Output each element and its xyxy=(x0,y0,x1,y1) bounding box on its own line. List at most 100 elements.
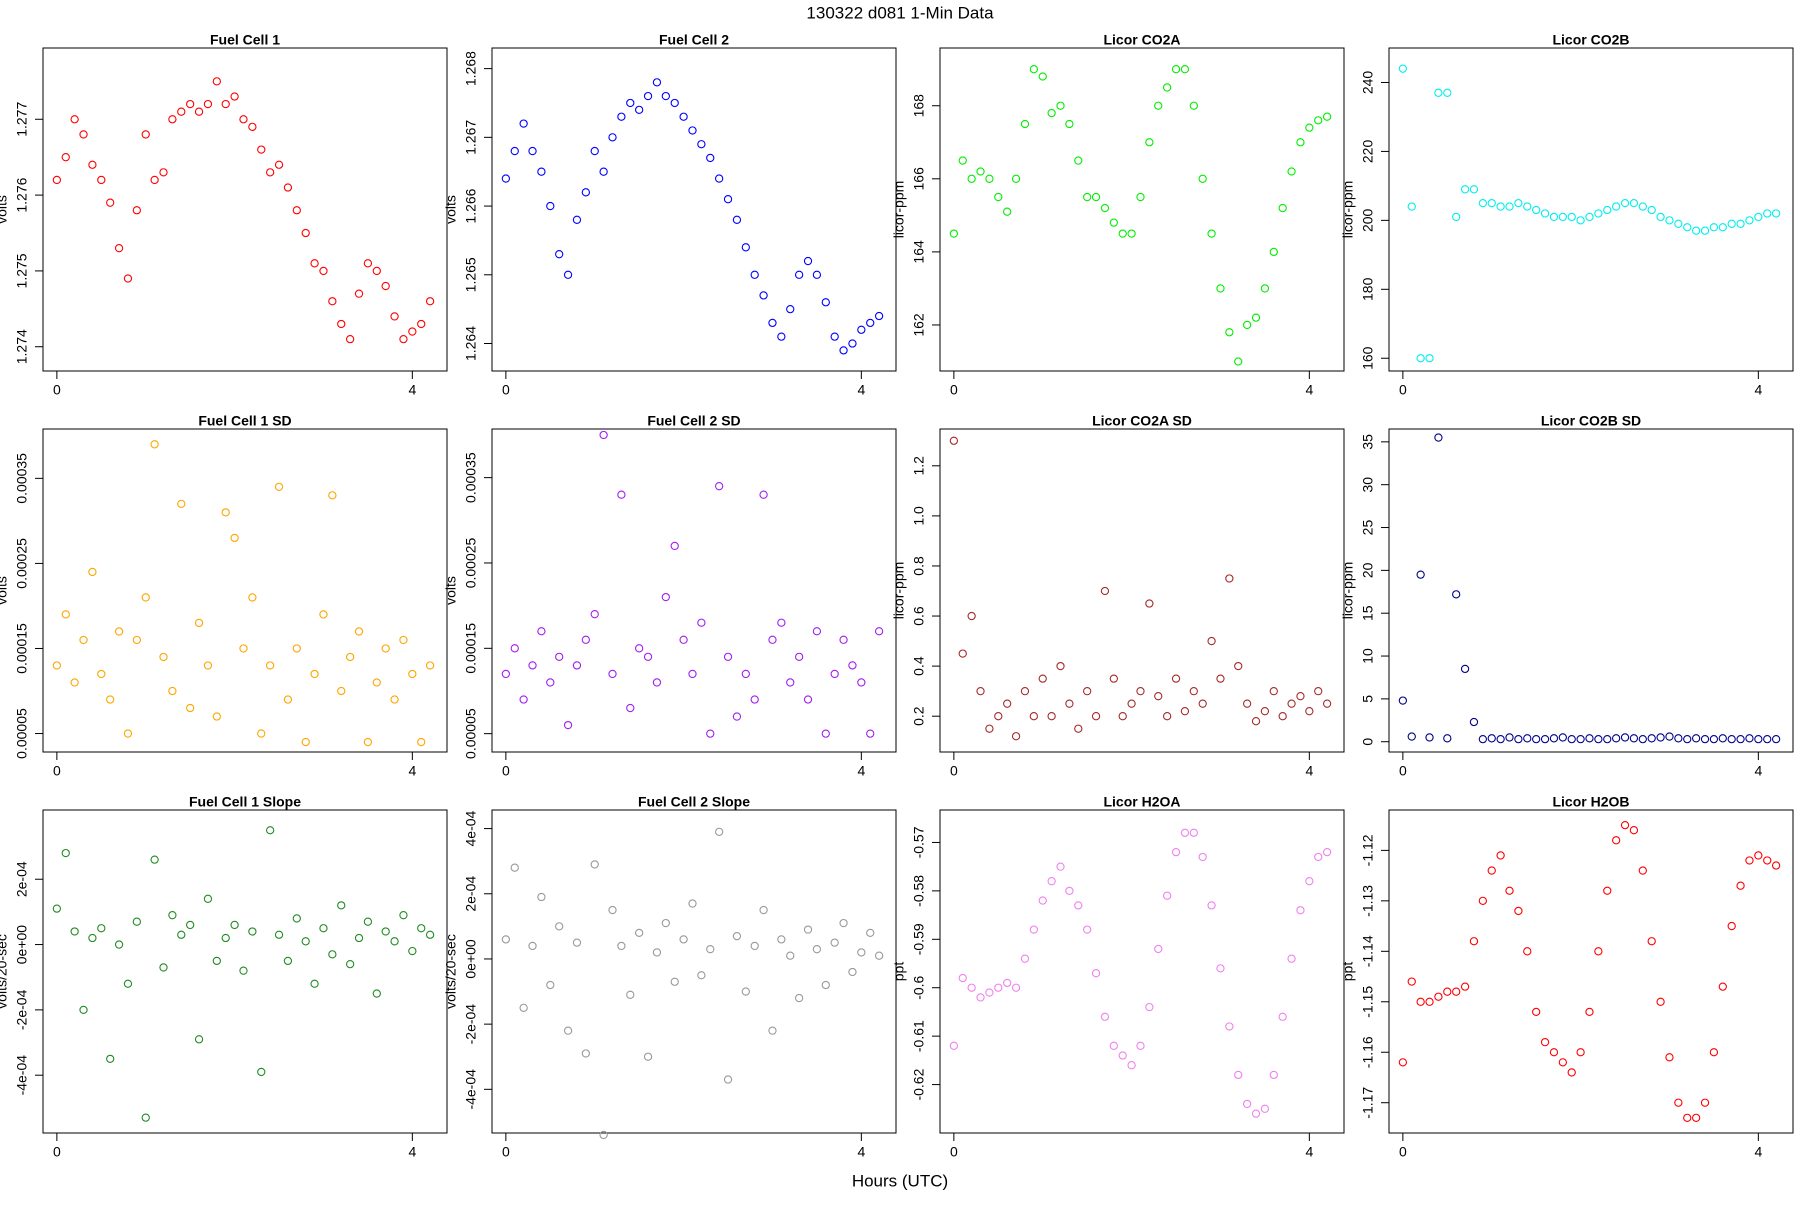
point xyxy=(679,112,688,121)
y-tick-label: 0.00035 xyxy=(14,453,30,504)
point xyxy=(1754,212,1763,222)
point xyxy=(221,933,230,943)
y-tick-label: -0.59 xyxy=(911,923,927,955)
point xyxy=(1709,223,1719,232)
point xyxy=(1314,852,1323,862)
y-tick-label: 10 xyxy=(1360,648,1376,664)
point xyxy=(1540,1038,1550,1047)
point xyxy=(1416,354,1425,363)
point xyxy=(985,724,994,733)
point xyxy=(768,1026,777,1035)
point xyxy=(283,956,293,966)
point xyxy=(715,482,724,491)
x-tick-label: 4 xyxy=(1754,382,1762,398)
point xyxy=(1558,733,1567,742)
y-tick-label: 0.6 xyxy=(911,606,927,626)
point xyxy=(310,259,319,268)
point xyxy=(381,644,390,653)
point xyxy=(777,332,786,341)
point xyxy=(643,1052,653,1061)
point xyxy=(848,967,857,977)
point xyxy=(1505,733,1514,742)
point xyxy=(212,956,221,966)
y-tick-label: -4e-04 xyxy=(14,1055,30,1096)
point xyxy=(1038,674,1047,683)
point xyxy=(1665,732,1674,741)
point xyxy=(70,115,79,124)
point xyxy=(1074,156,1083,165)
point xyxy=(1585,212,1594,222)
point xyxy=(976,687,985,696)
point xyxy=(528,661,537,670)
point xyxy=(1674,734,1683,743)
point xyxy=(1322,699,1332,708)
y-tick-label: 0.00025 xyxy=(14,538,30,589)
point xyxy=(88,933,97,943)
point xyxy=(1011,983,1021,992)
point xyxy=(61,848,70,858)
point xyxy=(874,627,884,636)
y-tick-label: -1.17 xyxy=(1360,1087,1376,1119)
point xyxy=(1269,247,1278,257)
y-tick-label: 0.00035 xyxy=(463,452,479,503)
point xyxy=(1478,734,1487,744)
point xyxy=(1003,699,1012,708)
point xyxy=(248,122,257,132)
point xyxy=(1251,1109,1261,1118)
point xyxy=(248,593,257,602)
point xyxy=(1145,599,1154,608)
point xyxy=(723,652,733,661)
point xyxy=(1065,119,1074,129)
point xyxy=(274,160,284,169)
point xyxy=(537,892,546,902)
y-axis-label: ppt xyxy=(1340,962,1356,982)
point xyxy=(1029,65,1038,74)
x-tick-label: 4 xyxy=(408,763,416,779)
point xyxy=(1109,674,1118,683)
point xyxy=(1029,925,1038,934)
point xyxy=(1251,717,1261,726)
point xyxy=(1100,203,1110,213)
point xyxy=(1180,707,1190,716)
point xyxy=(812,627,822,636)
point xyxy=(510,644,519,653)
point xyxy=(768,635,777,644)
point xyxy=(106,198,115,207)
point xyxy=(168,911,177,920)
y-tick-label: -2e-04 xyxy=(463,1004,479,1045)
y-tick-label: 0.4 xyxy=(911,656,927,676)
y-tick-label: -0.6 xyxy=(911,975,927,999)
point xyxy=(150,440,159,449)
point xyxy=(1576,734,1585,744)
point xyxy=(1198,852,1207,862)
point xyxy=(372,266,381,276)
point xyxy=(967,611,976,621)
point xyxy=(1234,357,1243,366)
point xyxy=(1305,123,1314,132)
point xyxy=(194,107,204,116)
point xyxy=(1056,661,1065,671)
y-tick-label: 1.277 xyxy=(14,102,30,137)
point xyxy=(1322,847,1332,857)
point xyxy=(1425,354,1434,363)
point xyxy=(670,98,679,108)
point xyxy=(1127,229,1136,238)
x-tick-label: 0 xyxy=(502,1144,510,1160)
point xyxy=(372,989,381,998)
point xyxy=(626,990,635,999)
point xyxy=(1683,1113,1692,1123)
point xyxy=(949,229,959,238)
point xyxy=(1674,219,1683,228)
point xyxy=(830,669,839,679)
point xyxy=(1549,734,1559,743)
point xyxy=(70,678,79,687)
point xyxy=(1127,699,1136,708)
point xyxy=(283,183,293,192)
point xyxy=(572,215,582,224)
point xyxy=(741,669,750,679)
point xyxy=(1322,112,1332,121)
point xyxy=(61,153,70,162)
point xyxy=(1287,167,1296,176)
point xyxy=(1532,205,1541,215)
panel-title: Fuel Cell 2 Slope xyxy=(638,794,750,810)
